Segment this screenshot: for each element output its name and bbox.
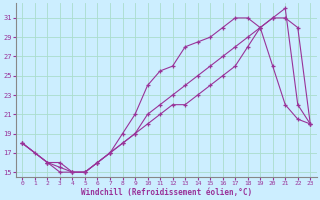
X-axis label: Windchill (Refroidissement éolien,°C): Windchill (Refroidissement éolien,°C) (81, 188, 252, 197)
